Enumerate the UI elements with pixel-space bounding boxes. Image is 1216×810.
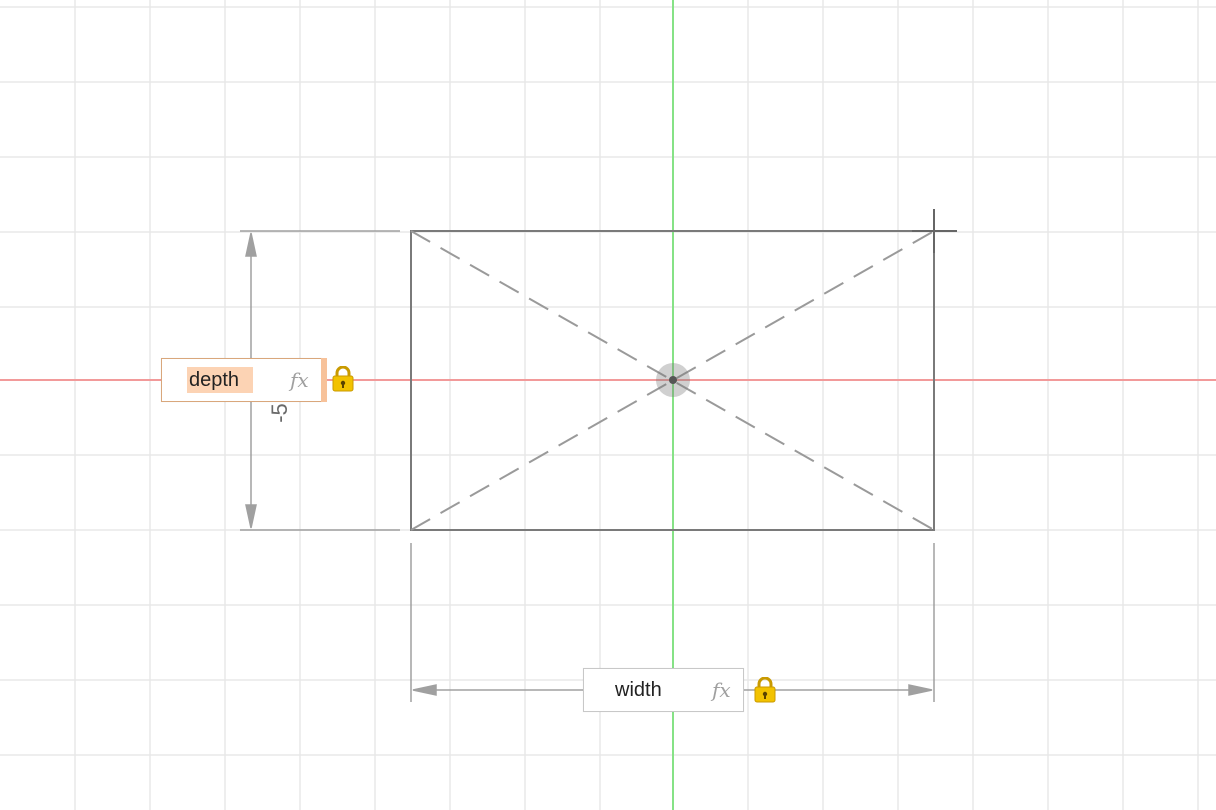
cursor-crosshair-icon <box>912 209 957 253</box>
depth-input-value[interactable]: depth <box>187 367 254 393</box>
depth-dimension-input[interactable]: depth fx <box>161 358 327 402</box>
depth-dimension-value-text: -5 <box>266 403 292 423</box>
width-lock-icon[interactable] <box>753 677 777 703</box>
depth-fx-button[interactable]: fx <box>290 368 309 392</box>
width-fx-button[interactable]: fx <box>712 678 731 702</box>
center-point[interactable] <box>669 376 677 384</box>
depth-lock-icon[interactable] <box>331 366 355 392</box>
sketch-rectangle[interactable] <box>410 230 935 531</box>
width-input-value[interactable]: width <box>615 679 662 701</box>
width-dimension-input[interactable]: width fx <box>583 668 744 712</box>
depth-input-focus-edge <box>321 358 327 402</box>
